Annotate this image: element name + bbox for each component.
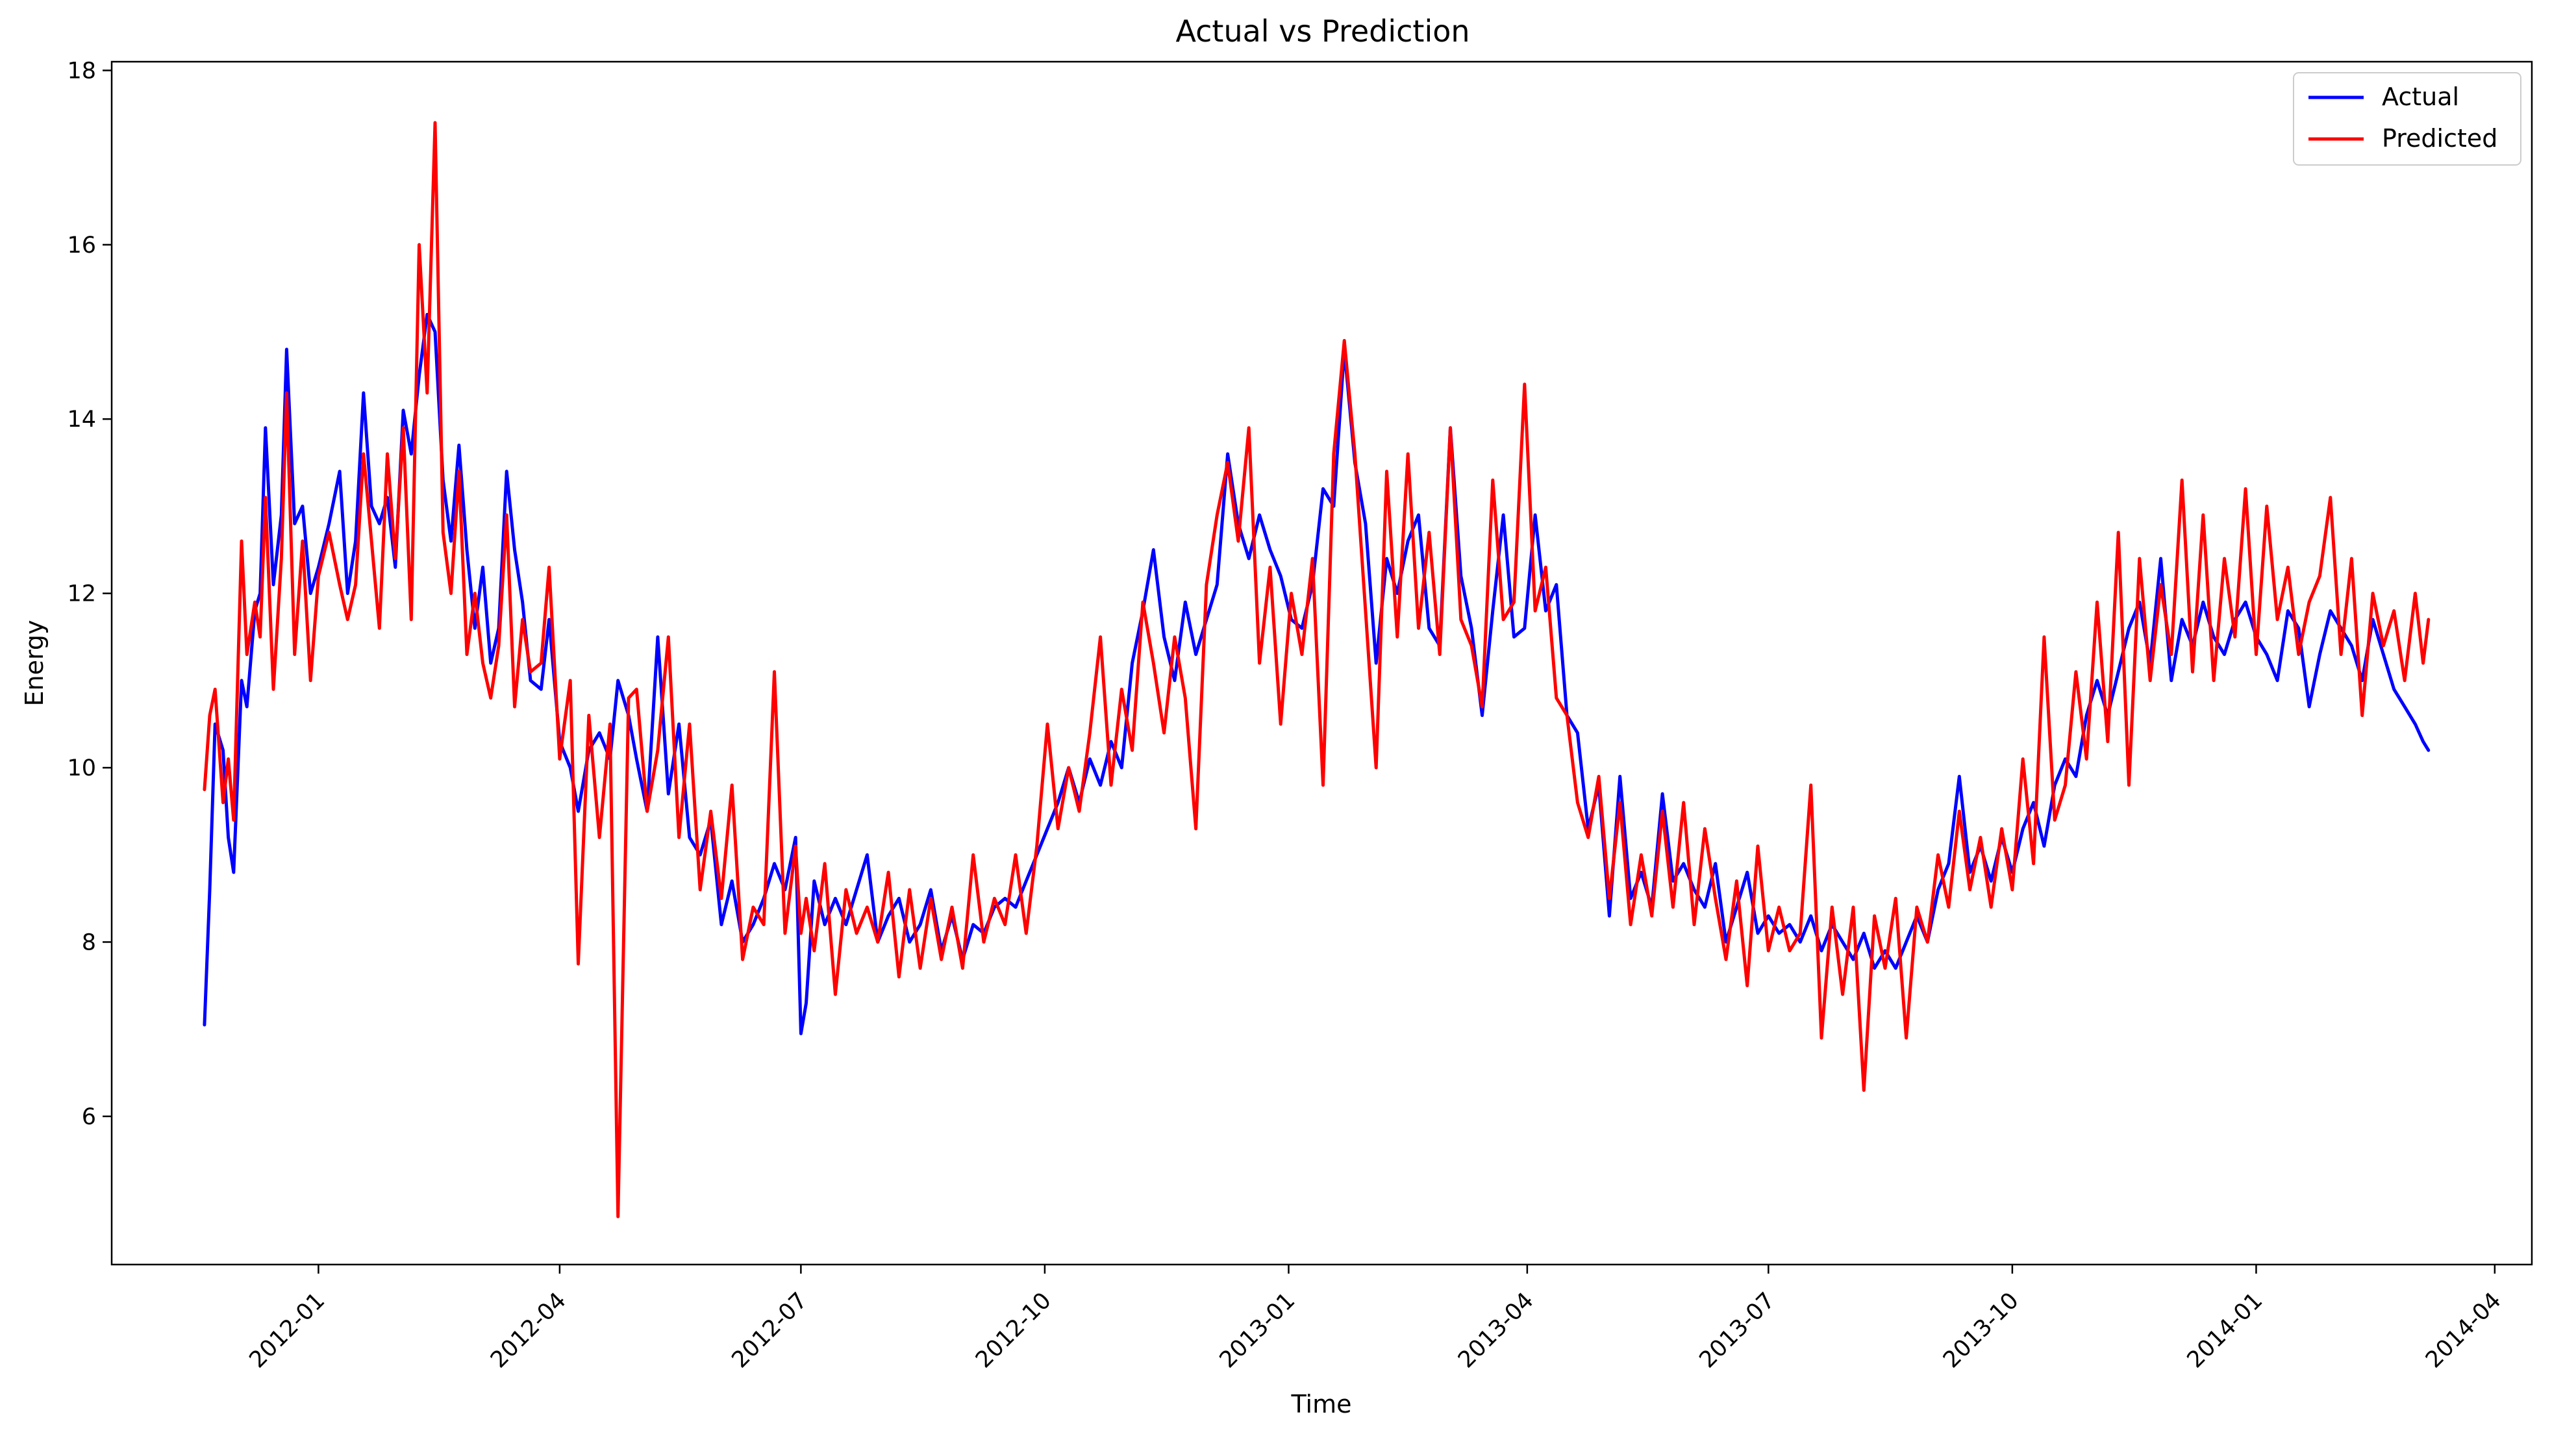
y-tick-label-14: 14 (67, 407, 96, 433)
y-tick-label-16: 16 (67, 233, 96, 258)
plot-frame (110, 60, 2533, 1266)
y-tick-label-18: 18 (67, 58, 96, 84)
y-tick-label-12: 12 (67, 581, 96, 607)
y-tick-label-10: 10 (67, 755, 96, 781)
y-tick-label-6: 6 (82, 1104, 96, 1130)
chart-title: Actual vs Prediction (1175, 14, 1469, 49)
legend: Actual Predicted (2293, 72, 2521, 166)
legend-label-actual: Actual (2382, 82, 2459, 111)
y-tick-label-8: 8 (82, 929, 96, 955)
y-axis-label: Energy (20, 620, 49, 706)
legend-label-predicted: Predicted (2382, 124, 2497, 153)
y-axis: 6 8 10 12 14 16 18 (67, 58, 112, 1130)
x-axis-label: Time (1291, 1390, 1352, 1418)
series-line-actual (203, 312, 2431, 1035)
series-line-predicted (203, 121, 2431, 1218)
series-layer (203, 121, 2431, 1218)
